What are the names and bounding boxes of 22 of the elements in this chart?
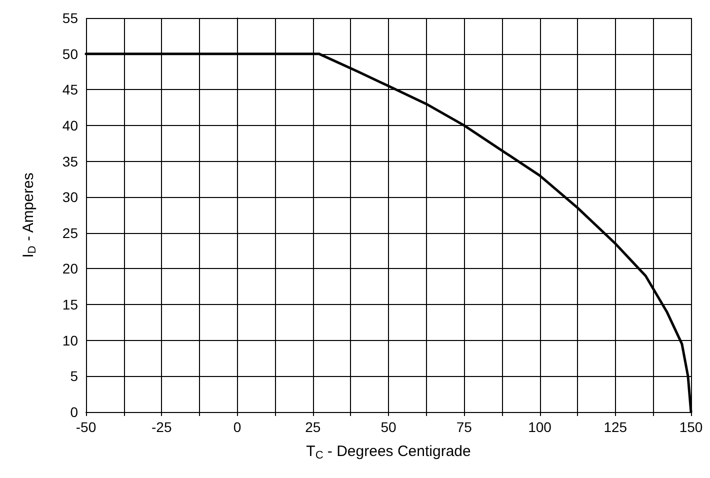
x-tick-label: -25 <box>152 419 172 435</box>
x-tick-label: 75 <box>456 419 472 435</box>
y-tick-label: 30 <box>62 189 78 206</box>
y-axis-title: ID - Amperes <box>20 172 38 258</box>
x-tick-label: -50 <box>76 419 96 435</box>
y-tick-label: 40 <box>62 117 78 134</box>
x-tick-label: 100 <box>528 419 552 435</box>
x-tick-label: 150 <box>679 419 703 435</box>
x-tick-label: 25 <box>305 419 321 435</box>
x-tick-label: 50 <box>380 419 396 435</box>
y-tick-label: 10 <box>62 332 78 348</box>
y-tick-label: 25 <box>62 224 78 241</box>
y-tick-label: 0 <box>70 404 78 420</box>
x-tick-label: 0 <box>233 419 242 435</box>
y-tick-label: 45 <box>62 82 78 98</box>
y-tick-label: 20 <box>62 260 78 277</box>
y-tick-label: 5 <box>70 368 78 384</box>
y-tick-label: 15 <box>62 296 78 313</box>
y-tick-label: 35 <box>62 153 78 170</box>
y-tick-label: 50 <box>62 46 78 62</box>
x-tick-label: 125 <box>604 419 628 435</box>
y-tick-label: 55 <box>62 10 78 26</box>
